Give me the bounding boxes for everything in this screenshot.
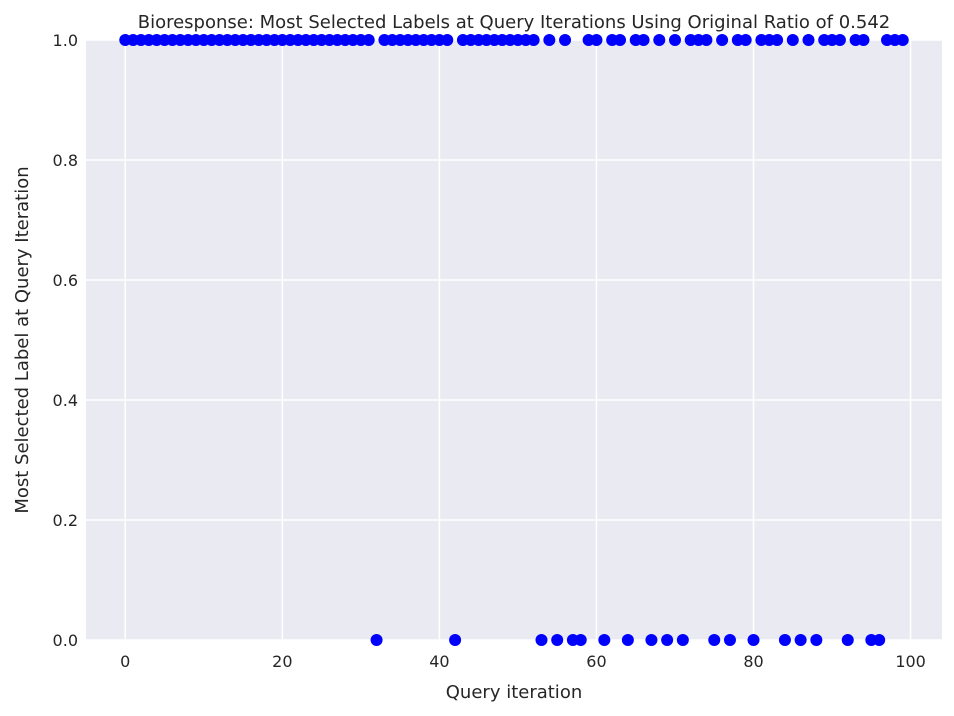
data-point	[543, 34, 556, 46]
data-point	[841, 634, 854, 646]
y-tick-label: 0.6	[53, 271, 78, 290]
x-tick-label: 100	[895, 652, 926, 671]
y-tick-label: 0.2	[53, 511, 78, 530]
data-point	[653, 34, 666, 46]
x-tick-label: 0	[120, 652, 130, 671]
y-tick-label: 1.0	[53, 31, 78, 50]
data-point	[857, 34, 870, 46]
x-axis-label: Query iteration	[446, 682, 582, 703]
data-point	[362, 34, 375, 46]
y-tick-label: 0.4	[53, 391, 78, 410]
data-point	[574, 634, 587, 646]
data-point	[551, 634, 564, 646]
x-axis-ticks: 0 20 40 60 80 100	[120, 652, 926, 671]
data-point	[449, 634, 462, 646]
data-point	[370, 634, 383, 646]
chart-title: Bioresponse: Most Selected Labels at Que…	[138, 12, 891, 33]
y-tick-label: 0.0	[53, 631, 78, 650]
data-point	[833, 34, 846, 46]
data-point	[590, 34, 603, 46]
data-point	[535, 634, 548, 646]
data-point	[661, 634, 674, 646]
data-point	[637, 34, 650, 46]
data-point	[441, 34, 454, 46]
data-point	[716, 34, 729, 46]
data-point	[723, 634, 736, 646]
data-point	[614, 34, 627, 46]
plot-area	[86, 40, 942, 640]
data-point	[794, 634, 807, 646]
data-point	[700, 34, 713, 46]
data-point	[527, 34, 540, 46]
data-point	[771, 34, 784, 46]
data-point	[621, 634, 634, 646]
data-point	[645, 634, 658, 646]
data-point	[802, 34, 815, 46]
x-tick-label: 20	[272, 652, 292, 671]
x-tick-label: 80	[743, 652, 763, 671]
data-point	[559, 34, 572, 46]
x-tick-label: 40	[429, 652, 449, 671]
data-point	[598, 634, 611, 646]
data-point	[676, 634, 689, 646]
data-point	[778, 634, 791, 646]
data-point	[873, 634, 886, 646]
y-axis-ticks: 0.0 0.2 0.4 0.6 0.8 1.0	[53, 31, 78, 650]
data-point	[668, 34, 681, 46]
data-point	[896, 34, 909, 46]
data-point	[708, 634, 721, 646]
data-point	[747, 634, 760, 646]
data-point	[739, 34, 752, 46]
y-axis-label: Most Selected Label at Query Iteration	[12, 166, 33, 513]
x-tick-label: 60	[586, 652, 606, 671]
data-point	[786, 34, 799, 46]
data-points	[119, 34, 909, 646]
y-tick-label: 0.8	[53, 151, 78, 170]
data-point	[810, 634, 823, 646]
